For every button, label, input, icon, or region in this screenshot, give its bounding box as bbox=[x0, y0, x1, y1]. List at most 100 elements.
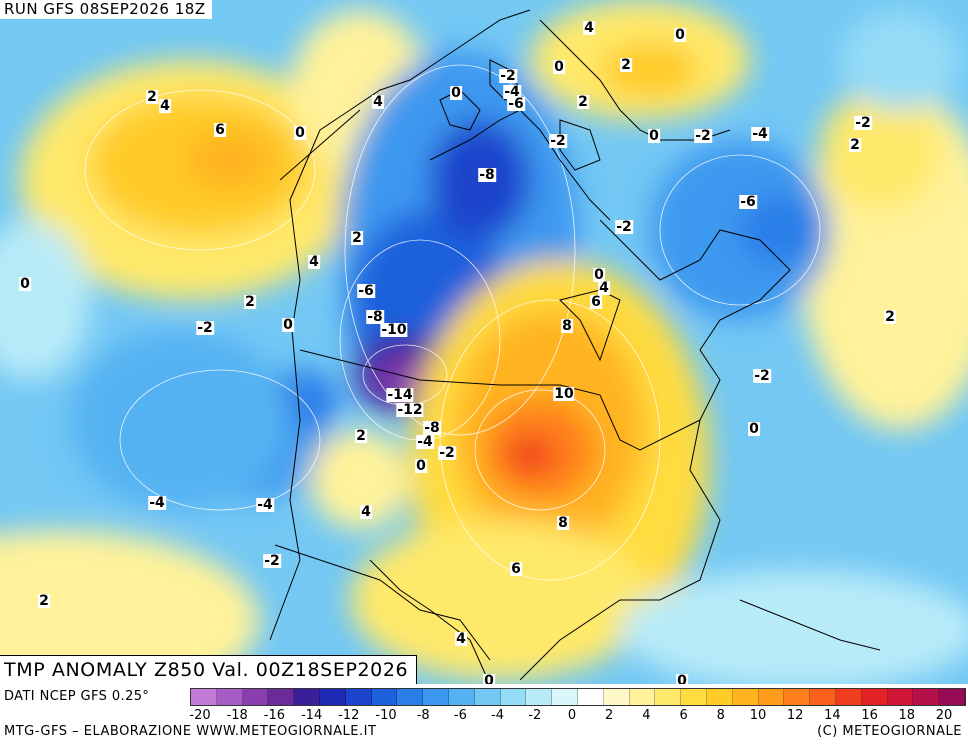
colorbar-tick-label: 10 bbox=[749, 708, 767, 723]
colorbar-tick-label: 4 bbox=[642, 708, 651, 723]
contour-label: 6 bbox=[590, 294, 602, 310]
colorbar-swatch bbox=[474, 689, 501, 705]
contour-label: 2 bbox=[38, 593, 50, 609]
contour-label: -4 bbox=[751, 126, 769, 142]
colorbar-tick-label: 8 bbox=[716, 708, 725, 723]
contour-label: -2 bbox=[263, 553, 281, 569]
colorbar-swatch bbox=[732, 689, 759, 705]
contour-label: -14 bbox=[386, 387, 414, 403]
contour-label: -2 bbox=[549, 133, 567, 149]
colorbar-swatch bbox=[577, 689, 604, 705]
map-title: TMP ANOMALY Z850 Val. 00Z18SEP2026 bbox=[0, 655, 418, 684]
contour-label: 0 bbox=[294, 125, 306, 141]
data-source-label: DATI NCEP GFS 0.25° bbox=[4, 689, 150, 704]
colorbar-tick-label: -12 bbox=[338, 708, 360, 723]
contour-label: -6 bbox=[739, 194, 757, 210]
colorbar-swatch bbox=[500, 689, 527, 705]
colorbar-swatch bbox=[552, 689, 578, 705]
contour-label: 6 bbox=[510, 561, 522, 577]
borders bbox=[274, 109, 701, 661]
colorbar-swatch bbox=[242, 689, 269, 705]
colorbar-swatch bbox=[810, 689, 836, 705]
colorbar-tick-label: -14 bbox=[300, 708, 323, 723]
contour-label: -2 bbox=[499, 68, 517, 84]
anomaly-field bbox=[0, 0, 968, 684]
contour-label: -2 bbox=[615, 219, 633, 235]
credit-left: MTG-GFS – ELABORAZIONE WWW.METEOGIORNALE… bbox=[4, 724, 377, 739]
contour-label: 0 bbox=[674, 27, 686, 43]
colorbar-tick-label: -4 bbox=[491, 708, 505, 723]
colorbar-tick-label: -2 bbox=[528, 708, 542, 723]
colorbar-swatch bbox=[603, 689, 630, 705]
colorbar-tick-label: 2 bbox=[605, 708, 614, 723]
contour-label: 4 bbox=[308, 254, 320, 270]
colorbar-tick-label: 16 bbox=[861, 708, 878, 723]
contour-label: 2 bbox=[884, 309, 896, 325]
contour-label: 4 bbox=[583, 20, 595, 36]
colorbar-swatch bbox=[655, 689, 682, 705]
colorbar-tick-label: 14 bbox=[824, 708, 841, 723]
contour-label: -10 bbox=[380, 322, 408, 338]
colorbar-swatch bbox=[345, 689, 372, 705]
contour-label: -2 bbox=[854, 115, 872, 131]
contour-label: 4 bbox=[598, 280, 610, 296]
contour-label: 8 bbox=[561, 318, 573, 334]
colorbar-tick-label: -6 bbox=[453, 708, 467, 723]
colorbar-swatch bbox=[371, 689, 398, 705]
colorbar-swatch bbox=[319, 689, 346, 705]
colorbar-tick-label: 0 bbox=[567, 708, 577, 723]
contour-label: 0 bbox=[483, 674, 495, 684]
contour-label: 2 bbox=[577, 94, 589, 110]
colorbar-swatch bbox=[526, 689, 553, 705]
colorbar-swatch bbox=[216, 689, 243, 705]
contour-label: 0 bbox=[553, 59, 565, 75]
contour-label: 10 bbox=[553, 386, 575, 402]
contour-label: 4 bbox=[159, 98, 171, 114]
colorbar-swatch bbox=[706, 689, 733, 705]
colorbar-swatch bbox=[861, 689, 888, 705]
map-panel: 2 4 6 0 4 2 4 0 2 0 -2 -6 -8 -10 -14 -12 -8 -4 -2 0 2 4 -4 -4 -2… bbox=[0, 0, 968, 684]
contour-label: 8 bbox=[557, 515, 569, 531]
contour-label: 4 bbox=[372, 94, 384, 110]
anomaly-map bbox=[0, 0, 968, 684]
colorbar-swatch bbox=[681, 689, 707, 705]
legend-footer: DATI NCEP GFS 0.25° -20 -18 -16 -14 -12 -10 -8… bbox=[0, 684, 968, 745]
contour-label: 2 bbox=[849, 137, 861, 153]
contour-label: 0 bbox=[676, 674, 688, 684]
colorbar-tick-label: -10 bbox=[375, 708, 397, 723]
colorbar-swatch bbox=[887, 689, 914, 705]
colorbar-swatch bbox=[784, 689, 811, 705]
colorbar-swatch bbox=[397, 689, 424, 705]
contour-label: 0 bbox=[19, 276, 31, 292]
contour-label: -4 bbox=[256, 497, 274, 513]
contour-label: -2 bbox=[438, 445, 456, 461]
colorbar-tick-label: -16 bbox=[263, 708, 286, 723]
contour-label: 2 bbox=[146, 89, 158, 105]
contour-label: -6 bbox=[357, 283, 375, 299]
colorbar-swatch bbox=[191, 689, 217, 705]
colorbar-tick-label: 20 bbox=[935, 708, 953, 723]
contour-label: 0 bbox=[450, 85, 462, 101]
colorbar-swatch bbox=[294, 689, 320, 705]
contour-label: 4 bbox=[360, 504, 372, 520]
colorbar-swatch bbox=[913, 689, 940, 705]
contour-label: 2 bbox=[351, 230, 363, 246]
contour-label: -2 bbox=[694, 128, 712, 144]
contour-label: 2 bbox=[620, 57, 632, 73]
colorbar-tick-label: -8 bbox=[416, 708, 430, 723]
contour-label: 6 bbox=[214, 122, 226, 138]
contour-label: 0 bbox=[648, 128, 660, 144]
contour-label: 4 bbox=[455, 631, 467, 647]
colorbar-swatch bbox=[448, 689, 475, 705]
contour-label: 0 bbox=[593, 267, 605, 283]
contour-label: -4 bbox=[148, 495, 166, 511]
contour-label: -2 bbox=[196, 320, 214, 336]
coastlines bbox=[269, 9, 881, 681]
colorbar bbox=[190, 688, 966, 706]
contour-label: -8 bbox=[423, 420, 441, 436]
contour-label: 0 bbox=[415, 458, 427, 474]
colorbar-tick-label: 6 bbox=[679, 708, 688, 723]
colorbar-swatch bbox=[423, 689, 449, 705]
contour-label: -6 bbox=[507, 96, 525, 112]
